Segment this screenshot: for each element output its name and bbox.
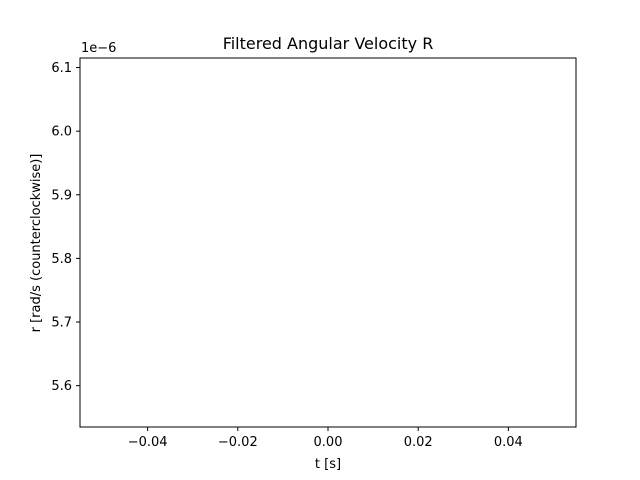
y-tick-label: 6.0 (51, 125, 72, 140)
y-tick-label: 5.6 (51, 379, 72, 394)
chart-title: Filtered Angular Velocity R (223, 34, 434, 53)
x-tick-label: 0.02 (404, 435, 433, 450)
x-axis-label: t [s] (315, 457, 341, 472)
x-tick-label: 0.04 (494, 435, 523, 450)
y-axis-ticks: 5.6 5.7 5.8 5.9 6.0 6.1 (51, 61, 80, 394)
y-tick-label: 5.7 (51, 316, 72, 331)
x-tick-label: 0.00 (314, 435, 343, 450)
y-axis-label: r [rad/s (counterclockwise)] (29, 154, 44, 333)
y-tick-label: 6.1 (51, 61, 72, 76)
x-tick-label: −0.04 (128, 435, 168, 450)
y-offset-label: 1e−6 (81, 41, 116, 56)
y-tick-label: 5.9 (51, 188, 72, 203)
x-tick-label: −0.02 (218, 435, 258, 450)
plot-frame (79, 57, 577, 428)
y-tick-label: 5.8 (51, 252, 72, 267)
x-axis-ticks: −0.04 −0.02 0.00 0.02 0.04 (128, 427, 523, 450)
